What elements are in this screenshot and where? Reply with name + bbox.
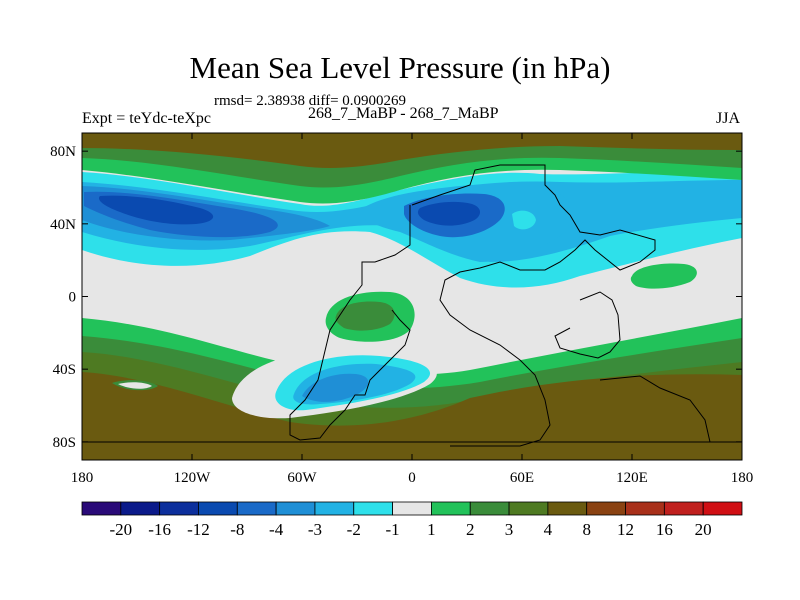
coastline-southeast [599,375,711,443]
colorbar-swatch [625,501,665,516]
colorbar-swatch [547,501,588,516]
colorbar-swatch [392,501,432,516]
colorbar-swatch [702,501,743,516]
colorbar-label: -8 [230,520,244,539]
field-wpac-level-1 [630,263,697,289]
x-tick-label: 60W [287,470,317,486]
x-tick-label: 120E [616,470,648,486]
colorbar-label: -4 [269,520,284,539]
x-tick-label: 120W [174,470,212,486]
colorbar-swatch [81,501,122,516]
y-tick-label: 80N [50,144,76,160]
x-tick-label: 60E [510,470,534,486]
colorbar-label: 12 [617,520,634,539]
field-tatl-level-2 [335,301,395,331]
coastline-africa-eurasia [411,164,656,447]
y-tick-label: 0 [69,290,77,306]
y-tick-label: 40N [50,217,76,233]
chart-title: Mean Sea Level Pressure (in hPa) [189,50,611,85]
colorbar-swatch [353,501,393,516]
coastline-asia-islands [554,291,621,359]
field-north-pos-level-3 [82,133,742,168]
field-north-level-5 [98,195,214,225]
colorbar-label: -16 [148,520,171,539]
x-tick-label: 0 [408,470,416,486]
colorbar-label: 8 [582,520,591,539]
map-field [82,133,742,460]
y-tick-label: 80S [53,435,76,451]
colorbar-label: -2 [347,520,361,539]
season-label: JJA [716,110,741,127]
colorbar-swatch [663,501,704,516]
coastline-americas [289,205,411,441]
tick-group: 180 120W 60W 0 60E 120E 180 80N 40N 0 40S 80S [50,133,753,486]
x-tick-label: 180 [71,470,94,486]
field-satl-level-4 [302,373,369,402]
colorbar-swatch [198,501,238,516]
colorbar-swatch [469,501,510,516]
colorbar-swatch [275,501,316,516]
colorbar: -20 -16 -12 -8 -4 -3 -2 -1 1 2 3 4 8 12 16 20 [81,501,743,539]
field-south-level-4 [82,372,742,460]
colorbar-label: 1 [427,520,436,539]
colorbar-label: 4 [544,520,553,539]
colorbar-swatch [236,501,277,516]
field-eurasia-light [512,210,536,230]
experiment-label: Expt = teYdc-teXpc [82,110,211,127]
colorbar-label: 2 [466,520,475,539]
colorbar-swatch [159,501,199,516]
colorbar-label: -20 [109,520,132,539]
colorbar-label: 20 [695,520,712,539]
colorbar-swatch [586,501,626,516]
colorbar-label: -3 [308,520,322,539]
stats-text: rmsd= 2.38938 diff= 0.0900269 [214,93,407,109]
colorbar-swatch [120,501,161,516]
field-eurasia-level-3 [417,201,481,226]
y-tick-label: 40S [53,362,76,378]
x-tick-label: 180 [731,470,754,486]
colorbar-swatch [508,501,549,516]
runs-label: 268_7_MaBP - 268_7_MaBP [308,105,499,122]
colorbar-swatch [314,501,355,516]
colorbar-label: -1 [386,520,400,539]
colorbar-label: 16 [656,520,673,539]
colorbar-label: -12 [187,520,210,539]
colorbar-swatch [431,501,471,516]
coastlines [82,164,742,447]
colorbar-label: 3 [505,520,514,539]
field-south-pocket-b [118,382,152,389]
